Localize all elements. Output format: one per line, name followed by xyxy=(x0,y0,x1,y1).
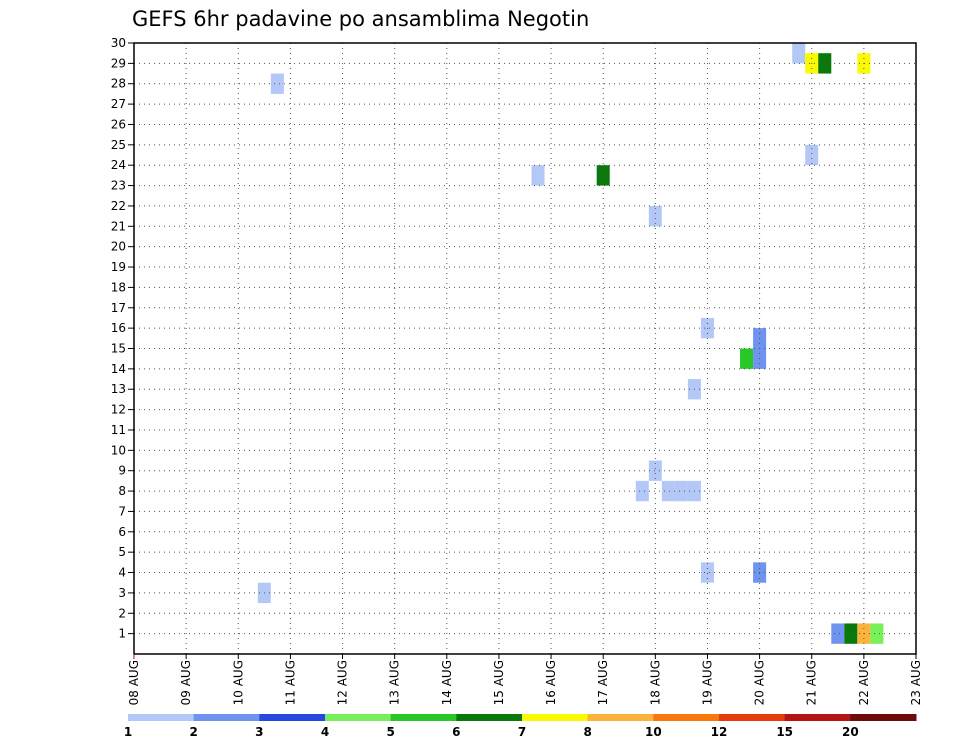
x-tick-13: 21 AUG xyxy=(805,660,819,705)
y-tick-18: 18 xyxy=(111,280,126,294)
colorbar: 1 2 3 4 5 6 7 8 10 12 15 20 xyxy=(124,714,917,739)
x-tick-4: 12 AUG xyxy=(336,660,350,705)
x-tick-12: 20 AUG xyxy=(753,660,767,705)
y-tick-7: 7 xyxy=(118,504,126,518)
cell-6 xyxy=(648,205,662,227)
cell-4 xyxy=(635,480,649,502)
colorbar-swatch-6 xyxy=(522,714,589,721)
colorbar-label-4: 4 xyxy=(321,725,329,739)
y-tick-27: 27 xyxy=(111,97,126,111)
colorbar-label-5: 5 xyxy=(386,725,394,739)
y-tick-25: 25 xyxy=(111,138,126,152)
y-tick-29: 29 xyxy=(111,56,126,70)
x-tick-3: 11 AUG xyxy=(283,660,297,705)
colorbar-swatch-3 xyxy=(325,714,392,721)
y-tick-17: 17 xyxy=(111,301,126,315)
y-tick-9: 9 xyxy=(118,464,126,478)
chart-title: GEFS 6hr padavine po ansamblima Negotin xyxy=(132,7,589,31)
y-tick-28: 28 xyxy=(111,77,126,91)
grid-lines xyxy=(134,43,916,654)
colorbar-swatch-2 xyxy=(259,714,326,721)
x-tick-1: 09 AUG xyxy=(179,660,193,705)
cell-13 xyxy=(740,348,754,369)
colorbar-swatch-11 xyxy=(850,714,917,721)
x-tick-6: 14 AUG xyxy=(440,660,454,705)
x-tick-14: 22 AUG xyxy=(857,660,871,705)
cell-7 xyxy=(661,480,675,502)
colorbar-label-8: 8 xyxy=(583,725,591,739)
colorbar-label-20: 20 xyxy=(842,725,859,739)
y-tick-5: 5 xyxy=(118,545,126,559)
y-tick-8: 8 xyxy=(118,484,126,498)
x-tick-8: 16 AUG xyxy=(544,660,558,705)
colorbar-label-15: 15 xyxy=(776,725,793,739)
colorbar-swatch-1 xyxy=(193,714,260,721)
colorbar-swatch-8 xyxy=(653,714,720,721)
cell-3 xyxy=(596,165,610,186)
colorbar-label-6: 6 xyxy=(452,725,460,739)
colorbar-label-7: 7 xyxy=(518,725,526,739)
colorbar-swatch-7 xyxy=(587,714,654,721)
y-tick-6: 6 xyxy=(118,525,126,539)
y-tick-1: 1 xyxy=(118,627,126,641)
y-tick-2: 2 xyxy=(118,606,126,620)
x-tick-11: 19 AUG xyxy=(700,660,714,705)
colorbar-label-2: 2 xyxy=(189,725,197,739)
cell-11 xyxy=(700,562,714,583)
colorbar-label-12: 12 xyxy=(711,725,728,739)
cell-25 xyxy=(870,623,884,644)
y-tick-13: 13 xyxy=(111,382,126,396)
y-tick-24: 24 xyxy=(111,158,126,172)
y-tick-26: 26 xyxy=(111,117,126,131)
x-tick-9: 17 AUG xyxy=(596,660,610,705)
y-tick-3: 3 xyxy=(118,586,126,600)
colorbar-label-10: 10 xyxy=(645,725,662,739)
x-tick-10: 18 AUG xyxy=(648,660,662,705)
x-tick-5: 13 AUG xyxy=(388,660,402,705)
x-tick-7: 15 AUG xyxy=(492,660,506,705)
y-tick-15: 15 xyxy=(111,342,126,356)
cell-18 xyxy=(805,144,819,166)
colorbar-swatch-5 xyxy=(456,714,523,721)
cell-5 xyxy=(648,460,662,481)
cell-17 xyxy=(792,43,806,64)
colorbar-swatch-4 xyxy=(390,714,457,721)
y-tick-10: 10 xyxy=(111,443,126,457)
y-tick-4: 4 xyxy=(118,566,126,580)
cell-2 xyxy=(531,165,545,186)
data-cells xyxy=(257,43,884,644)
x-tick-15: 23 AUG xyxy=(909,660,923,705)
cell-8 xyxy=(674,480,688,502)
cell-1 xyxy=(270,73,284,94)
y-axis: 1234567891011121314151617181920212223242… xyxy=(111,36,134,641)
y-tick-19: 19 xyxy=(111,260,126,274)
y-tick-16: 16 xyxy=(111,321,126,335)
colorbar-swatch-0 xyxy=(128,714,195,721)
y-tick-14: 14 xyxy=(111,362,126,376)
cell-21 xyxy=(831,623,845,644)
x-tick-0: 08 AUG xyxy=(127,660,141,705)
cell-22 xyxy=(844,623,858,644)
colorbar-label-1: 1 xyxy=(124,725,132,739)
y-tick-22: 22 xyxy=(111,199,126,213)
y-tick-30: 30 xyxy=(111,36,126,50)
y-tick-20: 20 xyxy=(111,240,126,254)
y-tick-21: 21 xyxy=(111,219,126,233)
x-tick-2: 10 AUG xyxy=(231,660,245,705)
y-tick-11: 11 xyxy=(111,423,126,437)
colorbar-label-3: 3 xyxy=(255,725,263,739)
colorbar-swatch-10 xyxy=(784,714,851,721)
colorbar-swatch-9 xyxy=(719,714,786,721)
x-axis: 08 AUG 09 AUG 10 AUG 11 AUG 12 AUG 13 AUG 14 A… xyxy=(127,654,923,705)
y-tick-23: 23 xyxy=(111,179,126,193)
y-tick-12: 12 xyxy=(111,403,126,417)
